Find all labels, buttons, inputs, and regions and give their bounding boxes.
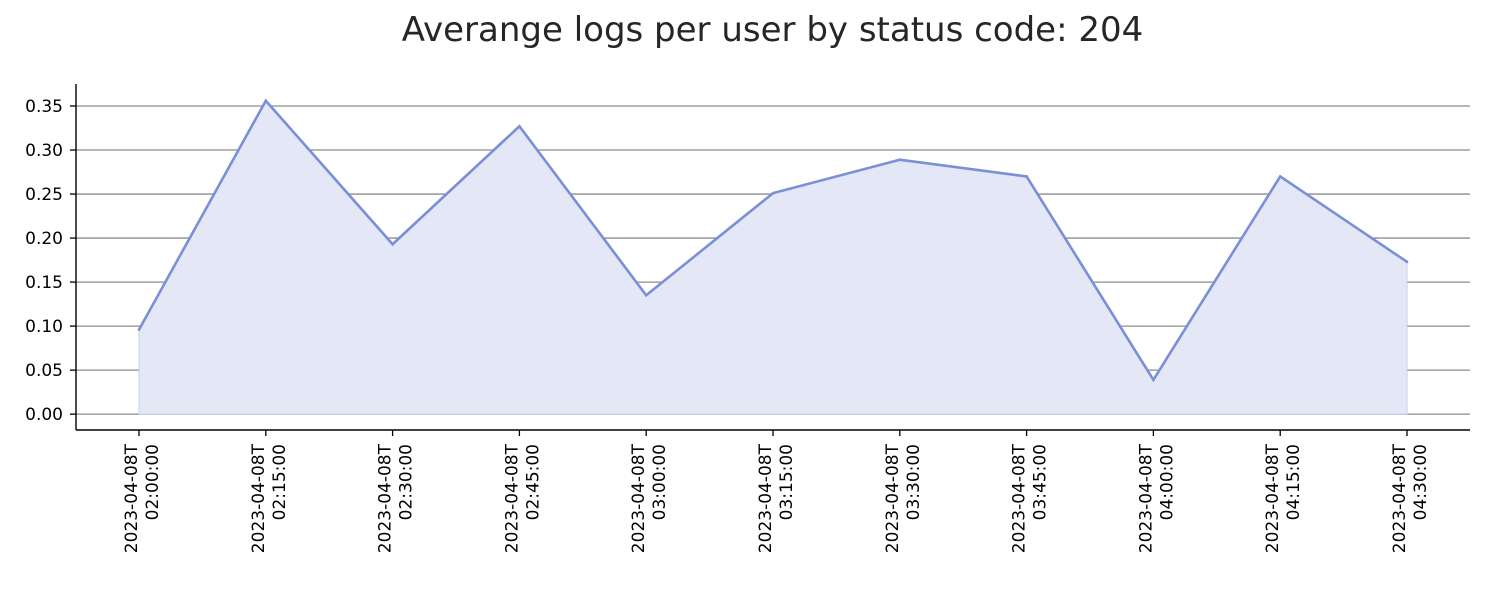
x-tick-line-9-0: 2023-04-08T bbox=[1263, 443, 1283, 553]
x-tick-line-2-0: 2023-04-08T bbox=[376, 443, 396, 553]
y-tick-label-6: 0.30 bbox=[25, 141, 63, 161]
data-point-7 bbox=[1025, 175, 1028, 178]
data-point-5 bbox=[771, 191, 775, 195]
y-tick-label-5: 0.25 bbox=[25, 185, 63, 205]
data-point-10 bbox=[1405, 260, 1409, 264]
x-tick-line-7-1: 03:45:00 bbox=[1031, 444, 1051, 520]
x-tick-label-8: 2023-04-08T04:00:00 bbox=[1136, 443, 1177, 553]
x-tick-text-8: 2023-04-08T04:00:00 bbox=[1136, 443, 1177, 553]
x-tick-label-5: 2023-04-08T03:15:00 bbox=[756, 443, 797, 553]
x-tick-line-6-0: 2023-04-08T bbox=[883, 443, 903, 553]
x-tick-line-0-0: 2023-04-08T bbox=[122, 443, 142, 553]
x-tick-text-1: 2023-04-08T02:15:00 bbox=[249, 443, 290, 553]
x-tick-line-5-0: 2023-04-08T bbox=[756, 443, 776, 553]
x-tick-line-0-1: 02:00:00 bbox=[143, 444, 163, 520]
x-tick-text-5: 2023-04-08T03:15:00 bbox=[756, 443, 797, 553]
x-tick-line-1-0: 2023-04-08T bbox=[249, 443, 269, 553]
x-tick-text-2: 2023-04-08T02:30:00 bbox=[376, 443, 417, 553]
x-tick-text-10: 2023-04-08T04:30:00 bbox=[1390, 443, 1431, 553]
data-point-8 bbox=[1152, 378, 1155, 382]
x-tick-line-3-0: 2023-04-08T bbox=[502, 443, 522, 553]
x-tick-line-4-0: 2023-04-08T bbox=[629, 443, 649, 553]
chart-title: Averange logs per user by status code: 2… bbox=[401, 10, 1144, 50]
x-tick-line-4-1: 03:00:00 bbox=[650, 444, 670, 520]
data-point-1 bbox=[264, 99, 268, 103]
y-tick-label-3: 0.15 bbox=[25, 273, 63, 293]
data-point-6 bbox=[898, 158, 902, 162]
data-point-0 bbox=[137, 328, 141, 331]
x-tick-text-9: 2023-04-08T04:15:00 bbox=[1263, 443, 1304, 553]
data-point-3 bbox=[518, 124, 521, 128]
x-tick-label-7: 2023-04-08T03:45:00 bbox=[1010, 443, 1051, 553]
x-tick-line-10-0: 2023-04-08T bbox=[1390, 443, 1410, 553]
x-tick-label-6: 2023-04-08T03:30:00 bbox=[883, 443, 924, 553]
x-tick-line-5-1: 03:15:00 bbox=[777, 444, 797, 520]
x-tick-text-4: 2023-04-08T03:00:00 bbox=[629, 443, 670, 553]
x-tick-label-10: 2023-04-08T04:30:00 bbox=[1390, 443, 1431, 553]
x-tick-line-1-1: 02:15:00 bbox=[270, 444, 290, 520]
data-point-2 bbox=[391, 242, 394, 246]
y-tick-label-2: 0.10 bbox=[25, 317, 63, 337]
x-tick-line-9-1: 04:15:00 bbox=[1284, 444, 1304, 520]
x-tick-text-6: 2023-04-08T03:30:00 bbox=[883, 443, 924, 553]
y-tick-label-4: 0.20 bbox=[25, 229, 63, 249]
x-tick-line-8-0: 2023-04-08T bbox=[1136, 443, 1156, 553]
x-tick-line-2-1: 02:30:00 bbox=[397, 444, 417, 520]
x-tick-label-4: 2023-04-08T03:00:00 bbox=[629, 443, 670, 553]
y-tick-label-7: 0.35 bbox=[25, 97, 63, 117]
x-tick-label-9: 2023-04-08T04:15:00 bbox=[1263, 443, 1304, 553]
y-tick-label-0: 0.00 bbox=[25, 405, 63, 425]
x-tick-text-3: 2023-04-08T02:45:00 bbox=[502, 443, 543, 553]
x-tick-label-0: 2023-04-08T02:00:00 bbox=[122, 443, 163, 553]
area-fill bbox=[138, 99, 1408, 415]
y-tick-label-1: 0.05 bbox=[25, 361, 63, 381]
x-tick-label-2: 2023-04-08T02:30:00 bbox=[376, 443, 417, 553]
x-tick-line-10-1: 04:30:00 bbox=[1411, 444, 1431, 520]
x-tick-label-3: 2023-04-08T02:45:00 bbox=[502, 443, 543, 553]
x-tick-text-0: 2023-04-08T02:00:00 bbox=[122, 443, 163, 553]
x-tick-line-8-1: 04:00:00 bbox=[1157, 444, 1177, 520]
x-tick-label-1: 2023-04-08T02:15:00 bbox=[249, 443, 290, 553]
x-tick-text-7: 2023-04-08T03:45:00 bbox=[1010, 443, 1051, 553]
data-point-4 bbox=[644, 293, 648, 297]
x-tick-line-3-1: 02:45:00 bbox=[523, 444, 543, 520]
x-tick-line-6-1: 03:30:00 bbox=[904, 444, 924, 520]
x-tick-line-7-0: 2023-04-08T bbox=[1010, 443, 1030, 553]
data-point-9 bbox=[1278, 175, 1282, 178]
